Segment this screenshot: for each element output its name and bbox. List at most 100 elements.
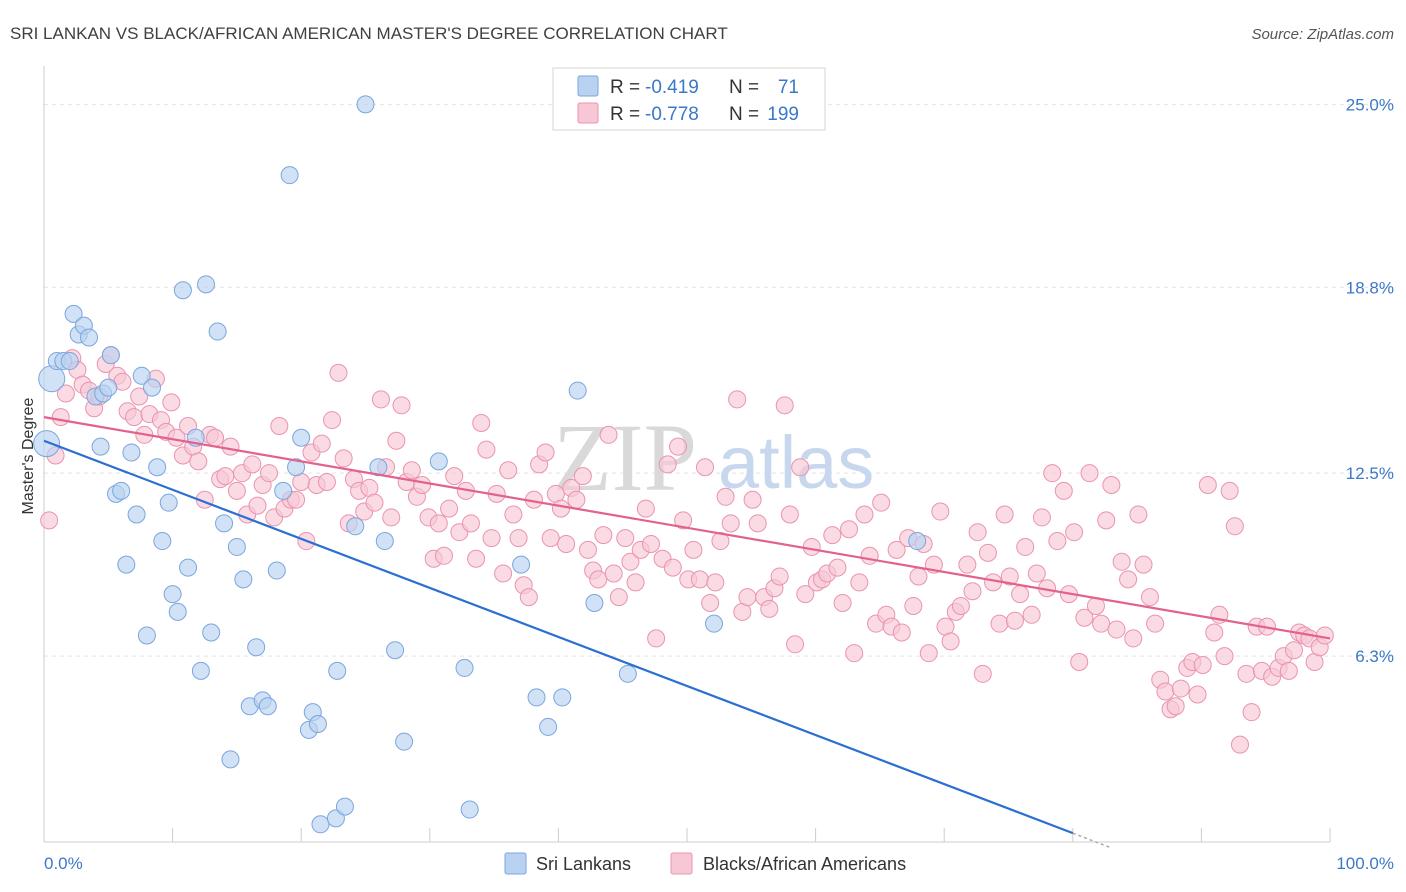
legend-n-value-1: 71 [778,77,799,98]
scatter-point [472,414,491,433]
scatter-point [132,366,151,385]
scatter-point [429,452,448,471]
scatter-point [292,428,311,447]
series-blacks-african-americans [40,346,1334,754]
scatter-point [234,570,253,589]
scatter-point [775,396,794,415]
scatter-point [395,732,414,751]
bottom-legend: Sri Lankans Blacks/African Americans [504,852,906,875]
scatter-point [402,461,421,480]
scatter-point [892,623,911,642]
scatter-point [951,596,970,615]
scatter-point [122,443,141,462]
scatter-point [641,534,660,553]
scatter-point [270,416,289,435]
scatter-point [1043,464,1062,483]
scatter-point [1193,655,1212,674]
scatter-point [696,458,715,477]
scatter-point [594,526,613,545]
scatter-point [434,546,453,565]
scatter-point [221,437,240,456]
scatter-point [274,481,293,500]
scatter-point [990,614,1009,633]
scatter-point [1102,475,1121,494]
scatter-point [786,635,805,654]
scatter-point [1119,570,1138,589]
scatter-point [626,573,645,592]
scatter-point [260,464,279,483]
scatter-point [860,546,879,565]
scatter-point [51,408,70,427]
scatter-point [919,644,938,663]
scatter-point [1284,641,1303,660]
scatter-point [738,588,757,607]
scatter-point [413,475,432,494]
chart-title: SRI LANKAN VS BLACK/AFRICAN AMERICAN MAS… [10,24,728,43]
scatter-point [371,390,390,409]
scatter-point [1080,464,1099,483]
scatter-point [539,717,558,736]
legend-box: R = -0.419 N = 71 R = -0.778 N = 199 [552,67,826,131]
scatter-point [143,378,162,397]
scatter-point [828,558,847,577]
scatter-point [973,664,992,683]
scatter-point [243,455,262,474]
scatter-point [833,594,852,613]
scatter-point [215,514,234,533]
scatter-point [748,514,767,533]
scatter-point [541,529,560,548]
scatter-point [127,505,146,524]
scatter-point [1016,537,1035,556]
legend-r-label-2: R = [610,104,640,125]
bottom-legend-swatch-blacks [670,852,693,875]
scatter-point [461,514,480,533]
scatter-point [323,411,342,430]
scatter-point [137,626,156,645]
scatter-point [519,588,538,607]
scatter-point [509,529,528,548]
scatter-point [604,564,623,583]
bottom-legend-label-sri-lankans: Sri Lankans [536,854,631,874]
scatter-point [551,499,570,518]
scatter-point [823,526,842,545]
trend-lines [43,416,1331,849]
scatter-point [1075,608,1094,627]
scatter-point [287,490,306,509]
scatter-point [1097,511,1116,530]
scatter-point [663,558,682,577]
scatter-point [941,632,960,651]
scatter-point [375,532,394,551]
scatter-point [1070,653,1089,672]
legend-r-value-1: -0.419 [645,77,699,98]
scatter-point [616,529,635,548]
scatter-point [153,532,172,551]
scatter-point [674,511,693,530]
scatter-point [91,437,110,456]
scatter-point [701,594,720,613]
scatter-point [1230,735,1249,754]
scatter-point [1215,647,1234,666]
scatter-point [1279,661,1298,680]
scatter-point [334,449,353,468]
bottom-legend-swatch-sri-lankans [504,852,527,875]
scatter-point [445,467,464,486]
scatter-point [482,529,501,548]
legend-swatch-blue [577,75,599,97]
scatter-point [477,440,496,459]
scatter-point [1198,475,1217,494]
scatter-point [455,658,474,677]
scatter-point [599,425,618,444]
scatter-point [197,275,216,294]
scatter-point [791,458,810,477]
scatter-point [247,638,266,657]
scatter-point [382,508,401,527]
scatter-point [1146,614,1165,633]
chart-source: Source: ZipAtlas.com [1251,26,1394,43]
scatter-point [440,499,459,518]
scatter-point [258,697,277,716]
scatter-point [494,564,513,583]
scatter-point [33,430,61,458]
scatter-point [162,393,181,412]
scatter-point [705,614,724,633]
scatter-point [909,567,928,586]
